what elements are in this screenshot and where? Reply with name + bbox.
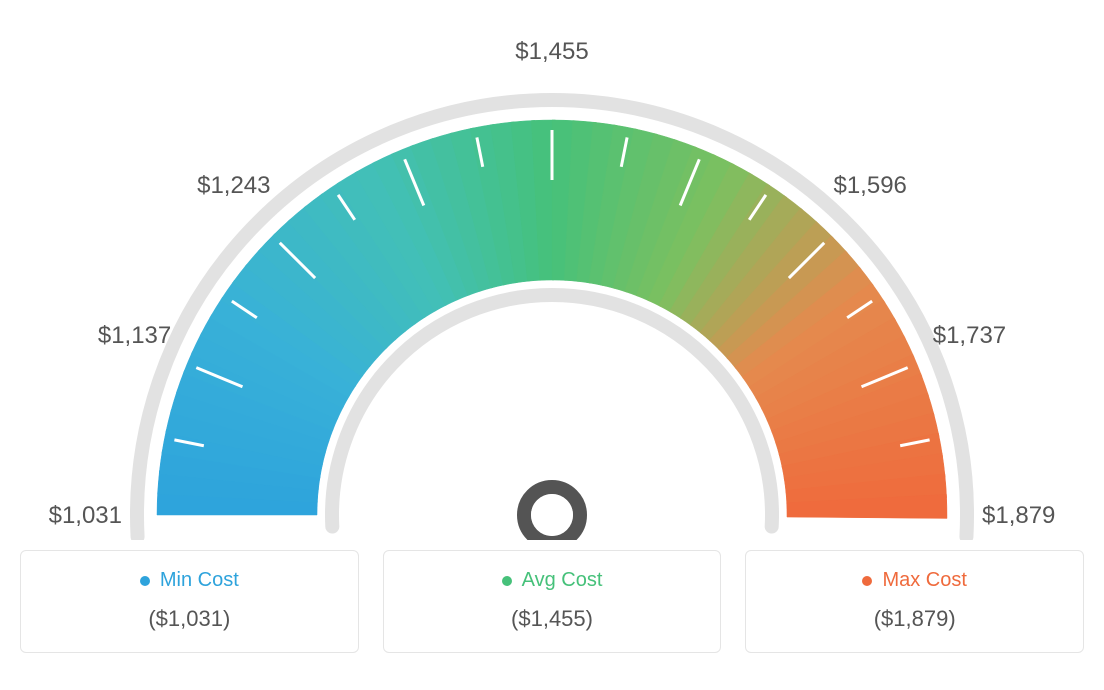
legend-label: Min Cost — [160, 569, 239, 592]
legend-title-max: Max Cost — [862, 569, 966, 592]
legend-row: Min Cost ($1,031) Avg Cost ($1,455) Max … — [20, 550, 1084, 653]
legend-title-avg: Avg Cost — [502, 569, 603, 592]
cost-gauge-chart: $1,031 $1,137 $1,243 $1,455 $1,596 $1,737 $1,8… — [20, 20, 1084, 540]
legend-card-max: Max Cost ($1,879) — [745, 550, 1084, 653]
legend-value-max: ($1,879) — [766, 606, 1063, 632]
legend-dot-max — [862, 576, 872, 586]
legend-value-avg: ($1,455) — [404, 606, 701, 632]
legend-card-min: Min Cost ($1,031) — [20, 550, 359, 653]
gauge-tick-label: $1,243 — [197, 172, 270, 199]
gauge-tick-label: $1,879 — [982, 502, 1055, 529]
gauge-tick-label: $1,596 — [833, 172, 906, 199]
legend-label: Avg Cost — [522, 569, 603, 592]
gauge-tick-label: $1,031 — [49, 502, 122, 529]
legend-title-min: Min Cost — [140, 569, 239, 592]
legend-value-min: ($1,031) — [41, 606, 338, 632]
legend-dot-avg — [502, 576, 512, 586]
gauge-tick-label: $1,137 — [98, 322, 171, 349]
gauge-tick-label: $1,455 — [515, 38, 588, 65]
legend-dot-min — [140, 576, 150, 586]
legend-label: Max Cost — [882, 569, 966, 592]
legend-card-avg: Avg Cost ($1,455) — [383, 550, 722, 653]
gauge-tick-label: $1,737 — [933, 322, 1006, 349]
